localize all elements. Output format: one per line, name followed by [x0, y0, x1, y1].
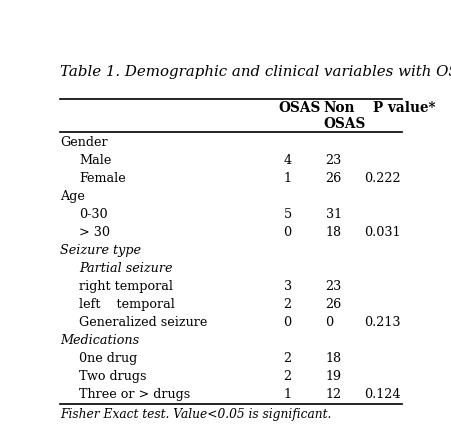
Text: 26: 26 — [326, 298, 342, 311]
Text: 0: 0 — [284, 316, 292, 329]
Text: 0-30: 0-30 — [79, 208, 108, 221]
Text: 19: 19 — [326, 370, 342, 383]
Text: Partial seizure: Partial seizure — [79, 262, 173, 275]
Text: Non
OSAS: Non OSAS — [324, 101, 366, 132]
Text: Table 1. Demographic and clinical variables with OSA: Table 1. Demographic and clinical variab… — [60, 65, 451, 79]
Text: P value*: P value* — [373, 101, 435, 115]
Text: 18: 18 — [326, 226, 342, 239]
Text: 0.222: 0.222 — [364, 172, 400, 185]
Text: Gender: Gender — [60, 136, 107, 150]
Text: Female: Female — [79, 172, 126, 185]
Text: 3: 3 — [284, 280, 292, 293]
Text: 0.213: 0.213 — [364, 316, 400, 329]
Text: 0.031: 0.031 — [364, 226, 400, 239]
Text: > 30: > 30 — [79, 226, 110, 239]
Text: 2: 2 — [284, 370, 292, 383]
Text: Three or > drugs: Three or > drugs — [79, 388, 190, 401]
Text: left    temporal: left temporal — [79, 298, 175, 311]
Text: Seizure type: Seizure type — [60, 244, 141, 257]
Text: OSAS: OSAS — [278, 101, 321, 115]
Text: Generalized seizure: Generalized seizure — [79, 316, 207, 329]
Text: 4: 4 — [284, 154, 292, 168]
Text: 5: 5 — [284, 208, 292, 221]
Text: 0.124: 0.124 — [364, 388, 400, 401]
Text: Medications: Medications — [60, 334, 139, 347]
Text: Fisher Exact test. Value<0.05 is significant.: Fisher Exact test. Value<0.05 is signifi… — [60, 408, 331, 421]
Text: 1: 1 — [284, 172, 291, 185]
Text: Male: Male — [79, 154, 111, 168]
Text: 2: 2 — [284, 352, 292, 365]
Text: 23: 23 — [326, 280, 342, 293]
Text: 18: 18 — [326, 352, 342, 365]
Text: 0: 0 — [284, 226, 292, 239]
Text: 23: 23 — [326, 154, 342, 168]
Text: Two drugs: Two drugs — [79, 370, 147, 383]
Text: 1: 1 — [284, 388, 291, 401]
Text: 2: 2 — [284, 298, 292, 311]
Text: 12: 12 — [326, 388, 342, 401]
Text: Age: Age — [60, 191, 85, 203]
Text: 26: 26 — [326, 172, 342, 185]
Text: 0ne drug: 0ne drug — [79, 352, 138, 365]
Text: right temporal: right temporal — [79, 280, 173, 293]
Text: 0: 0 — [326, 316, 334, 329]
Text: 31: 31 — [326, 208, 342, 221]
